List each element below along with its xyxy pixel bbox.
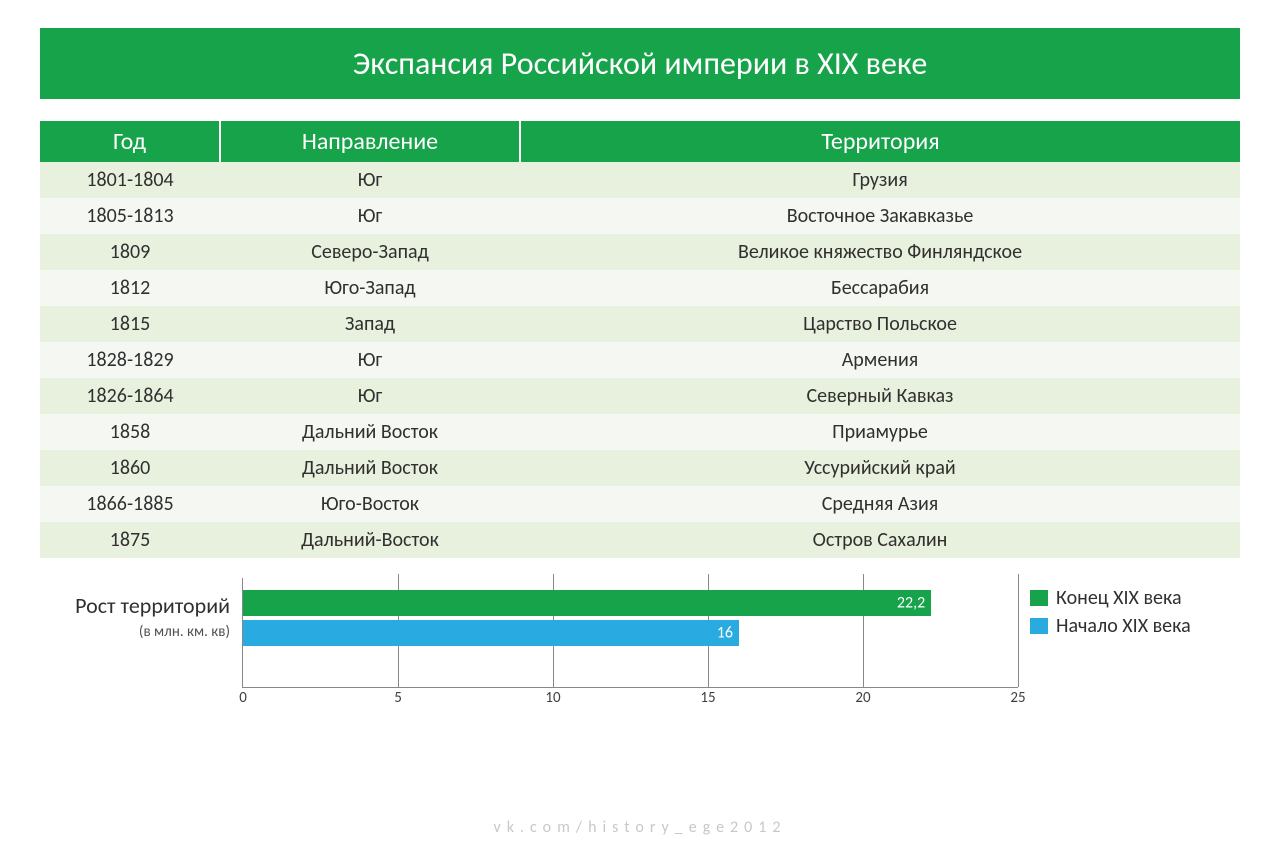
col-header-year: Год xyxy=(40,121,220,162)
territory-growth-chart: Рост территорий (в млн. км. кв) 05101520… xyxy=(40,578,1240,688)
table-cell: Бессарабия xyxy=(520,270,1240,306)
table-cell: 1826-1864 xyxy=(40,378,220,414)
table-cell: Запад xyxy=(220,306,520,342)
footer-credit: vk.com/history_ege2012 xyxy=(0,818,1280,837)
table-cell: Дальний Восток xyxy=(220,450,520,486)
table-row: 1805-1813ЮгВосточное Закавказье xyxy=(40,198,1240,234)
table-cell: Средняя Азия xyxy=(520,486,1240,522)
chart-xtick-label: 10 xyxy=(545,687,560,707)
chart-xtick-label: 5 xyxy=(394,687,402,707)
page-title: Экспансия Российской империи в XIX веке xyxy=(40,28,1240,99)
table-cell: Уссурийский край xyxy=(520,450,1240,486)
legend-item: Конец XIX века xyxy=(1030,586,1240,610)
table-cell: 1809 xyxy=(40,234,220,270)
table-cell: Юг xyxy=(220,162,520,198)
chart-xtick-label: 25 xyxy=(1010,687,1025,707)
table-cell: Царство Польское xyxy=(520,306,1240,342)
table-cell: Юг xyxy=(220,198,520,234)
chart-plot-area: 051015202522,216 xyxy=(242,578,1018,688)
chart-bar: 22,2 xyxy=(243,590,931,616)
col-header-direction: Направление xyxy=(220,121,520,162)
table-cell: 1866-1885 xyxy=(40,486,220,522)
table-row: 1866-1885Юго-ВостокСредняя Азия xyxy=(40,486,1240,522)
table-cell: 1801-1804 xyxy=(40,162,220,198)
legend-item: Начало XIX века xyxy=(1030,614,1240,638)
table-row: 1809Северо-ЗападВеликое княжество Финлян… xyxy=(40,234,1240,270)
legend-swatch xyxy=(1030,590,1048,606)
table-cell: Юго-Запад xyxy=(220,270,520,306)
table-cell: 1815 xyxy=(40,306,220,342)
table-cell: Грузия xyxy=(520,162,1240,198)
table-cell: Восточное Закавказье xyxy=(520,198,1240,234)
chart-bar-value: 22,2 xyxy=(897,594,925,613)
chart-subtitle: (в млн. км. кв) xyxy=(40,623,230,641)
table-cell: Остров Сахалин xyxy=(520,522,1240,558)
chart-xtick-label: 15 xyxy=(700,687,715,707)
table-cell: Приамурье xyxy=(520,414,1240,450)
col-header-territory: Территория xyxy=(520,121,1240,162)
table-cell: Юг xyxy=(220,342,520,378)
table-cell: 1875 xyxy=(40,522,220,558)
legend-label: Начало XIX века xyxy=(1056,614,1191,638)
chart-bar: 16 xyxy=(243,620,739,646)
table-row: 1826-1864ЮгСеверный Кавказ xyxy=(40,378,1240,414)
table-row: 1815ЗападЦарство Польское xyxy=(40,306,1240,342)
table-row: 1801-1804ЮгГрузия xyxy=(40,162,1240,198)
table-row: 1828-1829ЮгАрмения xyxy=(40,342,1240,378)
table-cell: Юго-Восток xyxy=(220,486,520,522)
chart-title: Рост территорий xyxy=(40,592,230,619)
table-header-row: Год Направление Территория xyxy=(40,121,1240,162)
chart-title-block: Рост территорий (в млн. км. кв) xyxy=(40,578,230,688)
table-cell: Северо-Запад xyxy=(220,234,520,270)
table-cell: Юг xyxy=(220,378,520,414)
table-cell: 1858 xyxy=(40,414,220,450)
table-row: 1875Дальний-ВостокОстров Сахалин xyxy=(40,522,1240,558)
table-cell: 1828-1829 xyxy=(40,342,220,378)
table-row: 1812Юго-ЗападБессарабия xyxy=(40,270,1240,306)
table-cell: Дальний-Восток xyxy=(220,522,520,558)
chart-xtick-label: 20 xyxy=(855,687,870,707)
table-row: 1860Дальний ВостокУссурийский край xyxy=(40,450,1240,486)
table-cell: Дальний Восток xyxy=(220,414,520,450)
table-cell: 1812 xyxy=(40,270,220,306)
table-cell: Армения xyxy=(520,342,1240,378)
legend-label: Конец XIX века xyxy=(1056,586,1182,610)
chart-xtick-label: 0 xyxy=(239,687,247,707)
table-cell: Великое княжество Финляндское xyxy=(520,234,1240,270)
table-cell: 1860 xyxy=(40,450,220,486)
chart-gridline xyxy=(1018,574,1019,687)
legend-swatch xyxy=(1030,618,1048,634)
chart-legend: Конец XIX века Начало XIX века xyxy=(1030,578,1240,688)
chart-bar-value: 16 xyxy=(717,624,733,643)
expansion-table: Год Направление Территория 1801-1804ЮгГр… xyxy=(40,121,1240,558)
table-cell: Северный Кавказ xyxy=(520,378,1240,414)
table-row: 1858Дальний ВостокПриамурье xyxy=(40,414,1240,450)
table-cell: 1805-1813 xyxy=(40,198,220,234)
